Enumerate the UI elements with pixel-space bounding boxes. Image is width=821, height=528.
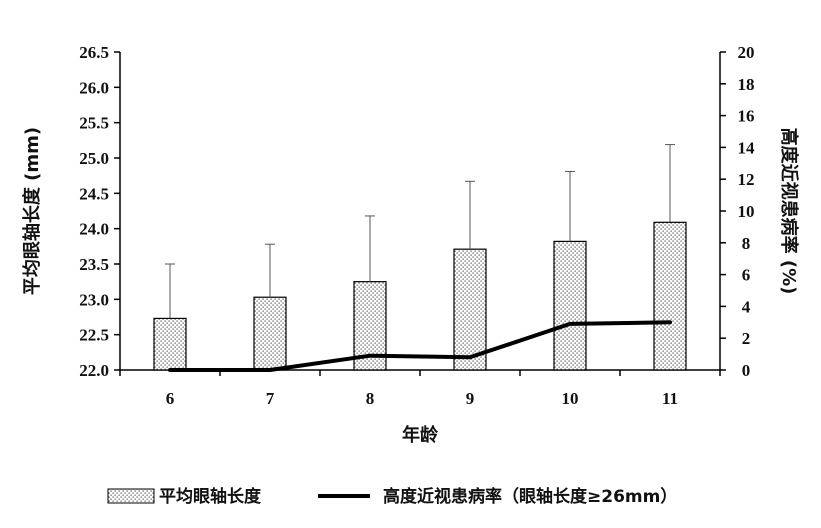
y2-tick-label: 2 xyxy=(742,329,751,348)
y-tick-label: 25.0 xyxy=(79,149,109,168)
tick-labels: 22.0 22.5 23.0 23.5 24.0 24.5 25.0 25.5 26.0 26.5… xyxy=(79,43,755,408)
y2-tick-label: 4 xyxy=(742,297,751,316)
y-tick-label: 26.5 xyxy=(79,43,109,62)
y-tick-label: 24.0 xyxy=(79,220,109,239)
y2-tick-label: 14 xyxy=(738,138,756,157)
x-axis-title: 年龄 xyxy=(402,424,439,446)
y2-tick-label: 0 xyxy=(742,361,751,380)
y2-tick-label: 6 xyxy=(742,266,751,285)
y2-axis-title: 高度近视患病率 (%) xyxy=(778,128,800,295)
y-tick-label: 26.0 xyxy=(79,78,109,97)
error-bars xyxy=(165,144,675,319)
x-tick-label: 8 xyxy=(366,389,375,408)
bar xyxy=(153,317,187,371)
bar xyxy=(453,248,487,371)
prevalence-line-group xyxy=(168,320,672,372)
y2-tick-label: 18 xyxy=(738,75,755,94)
bar xyxy=(553,240,587,371)
x-tick-label: 6 xyxy=(166,389,175,408)
legend: 平均眼轴长度 高度近视患病率（眼轴长度≥26mm） xyxy=(107,486,677,507)
y-tick-label: 25.5 xyxy=(79,114,109,133)
y-tick-label: 23.5 xyxy=(79,255,109,274)
axes xyxy=(114,51,726,376)
y-tick-label: 24.5 xyxy=(79,184,109,203)
x-tick-label: 9 xyxy=(466,389,475,408)
bar xyxy=(253,296,287,371)
y2-tick-label: 16 xyxy=(738,107,755,126)
y-tick-label: 22.5 xyxy=(79,326,109,345)
y-tick-label: 23.0 xyxy=(79,290,109,309)
bar xyxy=(653,221,687,371)
bars xyxy=(153,221,687,371)
legend-swatch-bars xyxy=(107,488,155,504)
legend-label-line: 高度近视患病率（眼轴长度≥26mm） xyxy=(383,486,677,507)
y-axis-title: 平均眼轴长度 (mm) xyxy=(21,127,43,295)
x-tick-label: 7 xyxy=(266,389,275,408)
x-tick-label: 11 xyxy=(662,389,678,408)
y-tick-label: 22.0 xyxy=(79,361,109,380)
prevalence-line xyxy=(168,320,672,372)
y2-tick-label: 10 xyxy=(738,202,755,221)
legend-label-bars: 平均眼轴长度 xyxy=(159,486,262,507)
y2-tick-label: 8 xyxy=(742,234,751,253)
y2-tick-label: 12 xyxy=(738,170,755,189)
x-tick-label: 10 xyxy=(562,389,579,408)
y2-tick-label: 20 xyxy=(738,43,755,62)
